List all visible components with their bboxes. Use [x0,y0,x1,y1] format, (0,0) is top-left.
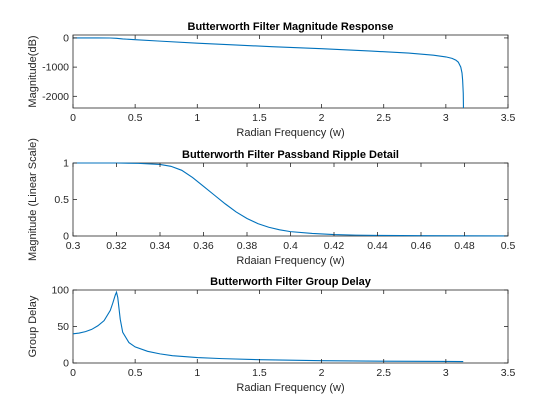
y-tick-label: 0 [63,231,69,243]
x-tick-label: 3 [443,367,449,379]
y-axis-label: Magnitude(dB) [27,35,39,107]
subplot-group-delay: 0 0.5 1 1.5 2 2.5 3 3.5 0 50 100 Butterworth Filt… [27,276,515,394]
x-axis-label: Rdaian Frequency (w) [236,255,344,267]
x-tick-label: 0.4 [283,240,298,252]
x-tick-label: 2.5 [376,367,391,379]
x-tick-label: 0.32 [106,240,127,252]
y-tick-label: 100 [51,285,69,297]
y-axis-label: Group Delay [27,295,39,357]
x-tick-label: 0.3 [66,240,81,252]
x-tick-label: 0.36 [193,240,214,252]
x-ticks: 0 0.5 1 1.5 2 2.5 3 3.5 [70,35,515,124]
series-line-0 [73,37,465,109]
x-axis-label: Radian Frequency (w) [236,127,344,139]
x-tick-label: 0 [70,367,76,379]
x-tick-label: 0.44 [367,240,388,252]
y-tick-label: 1 [63,158,69,170]
x-tick-label: 1.5 [252,112,267,124]
subplot-magnitude-response: 0 0.5 1 1.5 2 2.5 3 3.5 0 -1000 -2000 Butterworth… [27,21,515,139]
y-tick-label: 0 [63,32,69,44]
x-tick-label: 2 [319,367,325,379]
x-tick-label: 0.34 [150,240,171,252]
plot-frame [72,289,509,364]
x-tick-label: 2.5 [376,112,391,124]
x-tick-label: 0 [70,112,76,124]
x-tick-label: 3.5 [501,112,516,124]
x-tick-label: 0.5 [501,240,516,252]
x-tick-label: 0.5 [128,367,143,379]
x-tick-label: 3 [443,112,449,124]
plot-frame [72,162,509,237]
series-line-0 [73,162,509,237]
chart-title: Butterworth Filter Magnitude Response [188,21,394,33]
x-tick-label: 2 [319,112,325,124]
x-ticks: 0.3 0.32 0.34 0.36 0.38 0.4 0.42 0.44 0.46 0.48 0.… [66,163,516,252]
x-tick-label: 0.42 [324,240,345,252]
y-tick-label: 50 [57,321,69,333]
y-tick-label: -2000 [42,91,69,103]
y-ticks: 0 -1000 -2000 [42,32,508,103]
plot-frame [72,34,509,109]
x-tick-label: 1 [194,112,200,124]
y-tick-label: -1000 [42,62,69,74]
x-ticks: 0 0.5 1 1.5 2 2.5 3 3.5 [70,290,515,379]
y-axis-label: Magnitude (Linear Scale) [27,138,39,261]
chart-title: Butterworth Filter Passband Ripple Detai… [182,149,399,161]
x-tick-label: 0.5 [128,112,143,124]
x-tick-label: 0.48 [454,240,475,252]
x-tick-label: 3.5 [501,367,516,379]
subplot-passband-ripple: 0.3 0.32 0.34 0.36 0.38 0.4 0.42 0.44 0.46 0.48 0.… [27,138,515,267]
y-tick-label: 0 [63,358,69,370]
x-axis-label: Radian Frequency (w) [236,382,344,394]
y-tick-label: 0.5 [54,194,69,206]
chart-title: Butterworth Filter Group Delay [210,276,372,288]
x-tick-label: 0.46 [411,240,432,252]
y-ticks: 0 50 100 [51,285,508,370]
y-ticks: 00.51 [54,158,508,243]
series-lines [73,37,465,109]
x-tick-label: 1 [194,367,200,379]
x-tick-label: 1.5 [252,367,267,379]
x-tick-label: 0.38 [237,240,258,252]
series-lines [73,162,509,237]
